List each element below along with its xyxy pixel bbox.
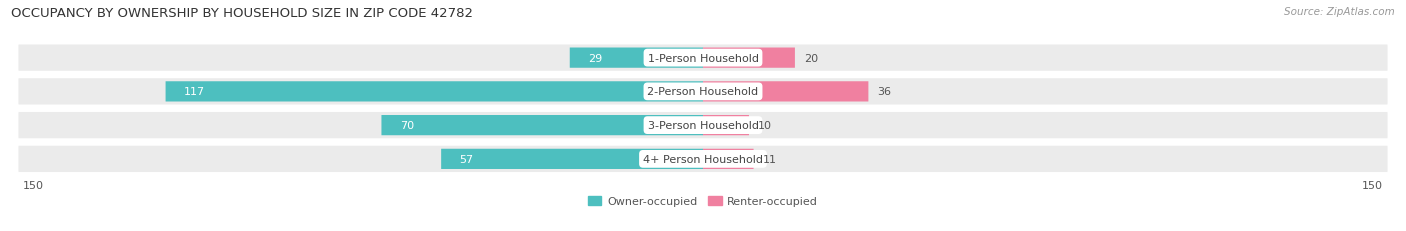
FancyBboxPatch shape	[703, 149, 754, 169]
FancyBboxPatch shape	[703, 48, 794, 68]
Text: 3-Person Household: 3-Person Household	[648, 121, 758, 131]
Text: 11: 11	[762, 154, 776, 164]
Text: 29: 29	[588, 53, 602, 63]
Text: 117: 117	[184, 87, 205, 97]
Text: 150: 150	[1362, 180, 1382, 190]
FancyBboxPatch shape	[569, 48, 703, 68]
Text: 1-Person Household: 1-Person Household	[648, 53, 758, 63]
Text: 4+ Person Household: 4+ Person Household	[643, 154, 763, 164]
FancyBboxPatch shape	[703, 116, 749, 136]
Text: 150: 150	[24, 180, 44, 190]
FancyBboxPatch shape	[441, 149, 703, 169]
Text: 10: 10	[758, 121, 772, 131]
FancyBboxPatch shape	[703, 82, 869, 102]
Text: Source: ZipAtlas.com: Source: ZipAtlas.com	[1284, 7, 1395, 17]
FancyBboxPatch shape	[18, 146, 1388, 172]
Text: 36: 36	[877, 87, 891, 97]
FancyBboxPatch shape	[18, 79, 1388, 105]
Text: 57: 57	[460, 154, 474, 164]
Text: 2-Person Household: 2-Person Household	[647, 87, 759, 97]
FancyBboxPatch shape	[18, 112, 1388, 139]
Legend: Owner-occupied, Renter-occupied: Owner-occupied, Renter-occupied	[583, 191, 823, 210]
Text: 70: 70	[399, 121, 413, 131]
FancyBboxPatch shape	[381, 116, 703, 136]
FancyBboxPatch shape	[166, 82, 703, 102]
Text: OCCUPANCY BY OWNERSHIP BY HOUSEHOLD SIZE IN ZIP CODE 42782: OCCUPANCY BY OWNERSHIP BY HOUSEHOLD SIZE…	[11, 7, 474, 20]
Text: 20: 20	[804, 53, 818, 63]
FancyBboxPatch shape	[18, 45, 1388, 71]
